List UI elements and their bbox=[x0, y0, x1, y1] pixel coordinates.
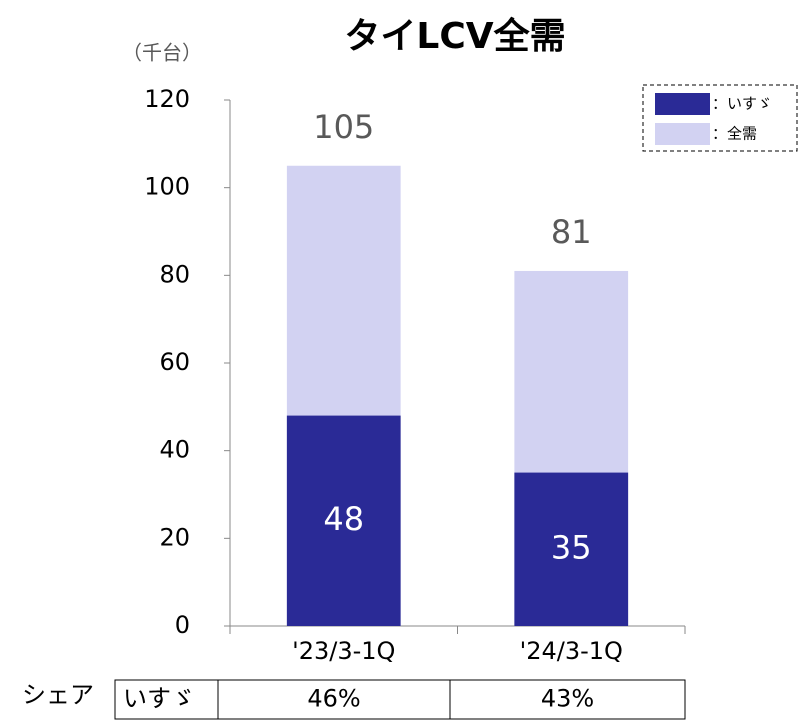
table-text: 43% bbox=[541, 685, 594, 713]
table-text: いすゞ bbox=[123, 685, 195, 713]
y-tick-label: 120 bbox=[144, 85, 190, 113]
table-text: 46% bbox=[307, 685, 360, 713]
bar bbox=[286, 415, 401, 626]
value-label: 48 bbox=[323, 500, 364, 538]
y-tick-label: 40 bbox=[159, 436, 190, 464]
value-label: 105 bbox=[313, 108, 374, 146]
y-tick-label: 0 bbox=[175, 611, 190, 639]
legend-swatch bbox=[655, 123, 710, 145]
y-tick-label: 60 bbox=[159, 348, 190, 376]
legend-box bbox=[642, 84, 798, 152]
value-label: 35 bbox=[551, 528, 592, 566]
table-row-label: シェア bbox=[22, 681, 94, 709]
legend-label: ：いすゞ bbox=[712, 95, 772, 113]
y-tick-label: 100 bbox=[144, 173, 190, 201]
x-tick-label: '24/3-1Q bbox=[520, 637, 623, 665]
y-axis-label: （千台） bbox=[122, 41, 202, 65]
legend-swatch bbox=[655, 93, 710, 115]
x-tick-label: '23/3-1Q bbox=[292, 637, 395, 665]
y-tick-label: 80 bbox=[159, 260, 190, 288]
legend-label: ：全需 bbox=[712, 125, 757, 143]
bar bbox=[514, 472, 629, 626]
table-cell bbox=[449, 679, 686, 720]
value-label: 81 bbox=[551, 213, 592, 251]
y-tick-label: 20 bbox=[159, 523, 190, 551]
chart-title: タイLCV全需 bbox=[344, 15, 565, 57]
